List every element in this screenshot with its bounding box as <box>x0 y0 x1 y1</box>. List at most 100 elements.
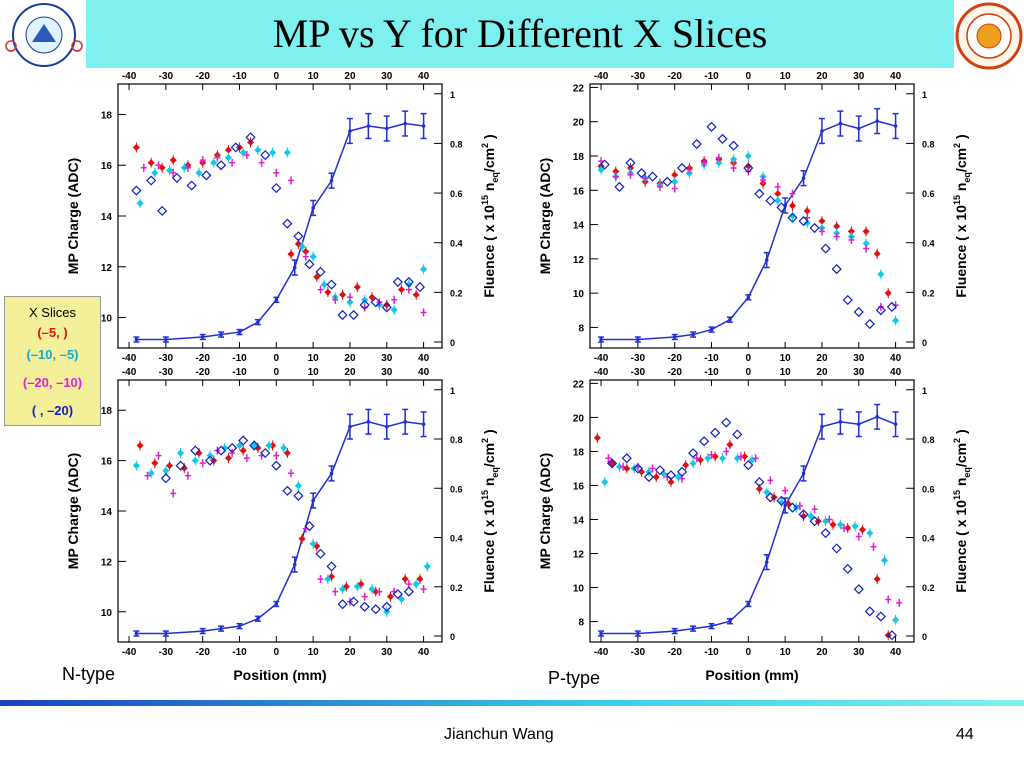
data-point <box>420 265 428 273</box>
data-point <box>147 159 155 167</box>
x-tick-label-bottom: 30 <box>381 647 393 658</box>
data-point <box>803 219 811 227</box>
data-point <box>726 441 734 449</box>
x-tick-label-bottom: 40 <box>890 647 902 658</box>
x-tick-label-top: -10 <box>704 367 719 378</box>
data-point <box>171 172 183 184</box>
data-point <box>151 459 159 467</box>
data-point <box>667 478 675 486</box>
data-point <box>626 164 635 172</box>
y-tick-label: 12 <box>101 263 113 274</box>
y-tick-label: 16 <box>573 481 585 492</box>
y-tick-label: 8 <box>578 618 584 629</box>
y-tick-label: 8 <box>578 323 584 334</box>
data-point <box>671 178 679 186</box>
y2-tick-label: 1 <box>450 90 455 100</box>
data-point <box>765 195 776 206</box>
fluence-point <box>403 419 407 424</box>
data-point <box>412 291 420 299</box>
title-bar <box>86 0 954 68</box>
data-point <box>873 250 881 258</box>
data-point <box>260 149 271 161</box>
y2-tick-label: 0.2 <box>450 288 463 298</box>
y2-tick-label: 0.8 <box>450 139 463 149</box>
x-tick-label-bottom: 0 <box>746 647 752 658</box>
fluence-point <box>801 176 806 180</box>
x-tick-label-bottom: 30 <box>853 647 865 658</box>
y-tick-label: 14 <box>573 516 585 527</box>
y2-tick-label: 0.6 <box>450 484 463 494</box>
data-point <box>873 575 881 583</box>
x-tick-label-top: -20 <box>195 71 210 82</box>
fluence-point <box>164 337 168 342</box>
data-point <box>842 563 853 574</box>
fluence-point <box>709 624 714 628</box>
data-point <box>643 471 655 483</box>
x-tick-label-top: -20 <box>667 71 682 82</box>
data-point <box>260 447 271 459</box>
slide-title: MP vs Y for Different X Slices <box>272 11 768 56</box>
data-point <box>829 521 837 529</box>
fluence-point <box>219 332 223 337</box>
fluence-point <box>403 121 407 126</box>
x-tick-label-top: 30 <box>853 71 865 82</box>
data-point <box>654 465 666 476</box>
y-tick-label: 16 <box>101 457 113 468</box>
data-point <box>169 156 177 164</box>
data-point <box>665 470 677 481</box>
data-point <box>884 289 892 297</box>
data-point <box>671 171 679 179</box>
fluence-point <box>875 415 879 419</box>
data-point <box>836 521 844 529</box>
data-point <box>809 222 820 234</box>
fluence-point <box>292 562 297 567</box>
x-tick-label-bottom: 20 <box>344 353 356 364</box>
data-point <box>195 169 203 177</box>
fluence-point <box>875 119 879 123</box>
x-tick-label-top: -20 <box>195 367 210 378</box>
fluence-point <box>134 337 139 342</box>
fluence-point <box>421 124 426 128</box>
data-point <box>132 462 140 470</box>
data-point <box>744 152 752 160</box>
data-point <box>309 540 317 548</box>
fluence-point <box>820 424 824 429</box>
x-tick-label-top: 40 <box>418 71 430 82</box>
x-tick-label-bottom: 30 <box>381 353 393 364</box>
data-point <box>162 467 170 475</box>
fluence-point <box>200 629 205 633</box>
data-point <box>687 448 699 459</box>
data-point <box>414 281 426 293</box>
legend-title: X Slices <box>29 305 76 320</box>
data-point <box>186 180 197 191</box>
x-tick-label-top: 20 <box>816 71 828 82</box>
data-point <box>158 164 166 172</box>
data-point <box>392 276 403 288</box>
y-tick-label: 10 <box>101 608 113 619</box>
fluence-point <box>746 295 751 300</box>
data-point <box>405 281 413 289</box>
x-tick-label-bottom: -20 <box>667 353 682 364</box>
fluence-point <box>728 317 732 322</box>
y2-tick-label: 0.6 <box>922 484 935 494</box>
data-point <box>412 580 420 588</box>
data-point <box>853 306 864 318</box>
data-point <box>215 160 227 171</box>
data-point <box>271 460 282 471</box>
data-point <box>728 140 739 151</box>
data-point <box>798 216 809 227</box>
fluence-point <box>599 631 603 636</box>
y-tick-label: 22 <box>573 83 585 94</box>
y2-tick-label: 1 <box>922 90 927 100</box>
data-point <box>877 270 885 278</box>
data-point <box>606 458 618 469</box>
x-tick-label-top: -30 <box>159 71 174 82</box>
data-point <box>304 521 315 532</box>
y-tick-label: 14 <box>101 507 113 518</box>
fluence-point <box>256 320 260 324</box>
data-point <box>166 166 174 174</box>
data-point <box>359 299 370 310</box>
data-point <box>682 461 690 469</box>
data-point <box>269 441 277 450</box>
data-point <box>348 309 359 321</box>
